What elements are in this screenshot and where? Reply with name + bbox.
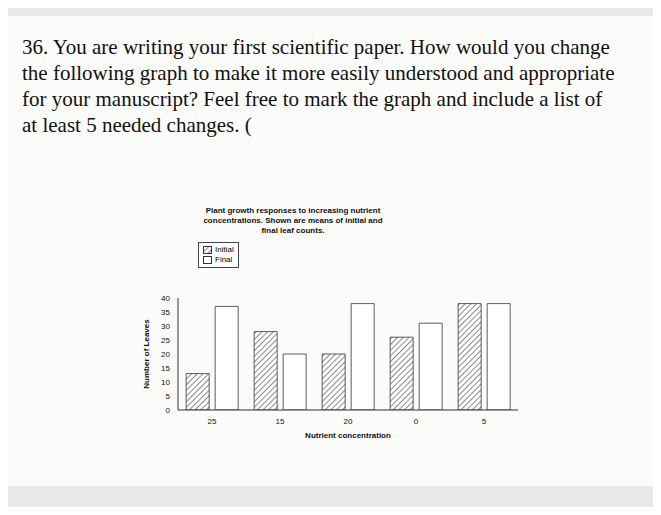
svg-text:40: 40 xyxy=(161,294,170,303)
svg-text:25: 25 xyxy=(208,417,217,426)
svg-text:5: 5 xyxy=(482,417,487,426)
svg-text:20: 20 xyxy=(344,417,353,426)
html-text:36. You are writing your first: 36. You are writing your first scientifi… xyxy=(22,35,615,137)
svg-text:30: 30 xyxy=(161,322,170,331)
svg-text:0: 0 xyxy=(166,406,171,415)
svg-text:5: 5 xyxy=(166,392,171,401)
svg-text:15: 15 xyxy=(276,417,285,426)
html-text:Initial: Initial xyxy=(215,245,234,254)
html-text:Plant growth responses to incr: Plant growth responses to increasing nut… xyxy=(203,206,383,235)
svg-text:25: 25 xyxy=(161,336,170,345)
html-text:Final: Final xyxy=(215,255,233,264)
svg-text:35: 35 xyxy=(161,308,170,317)
svg-text:10: 10 xyxy=(161,378,170,387)
svg-text:Number of Leaves: Number of Leaves xyxy=(142,319,151,389)
svg-text:Nutrient concentration: Nutrient concentration xyxy=(305,431,391,440)
svg-text:20: 20 xyxy=(161,350,170,359)
svg-text:0: 0 xyxy=(414,417,419,426)
svg-text:15: 15 xyxy=(161,364,170,373)
